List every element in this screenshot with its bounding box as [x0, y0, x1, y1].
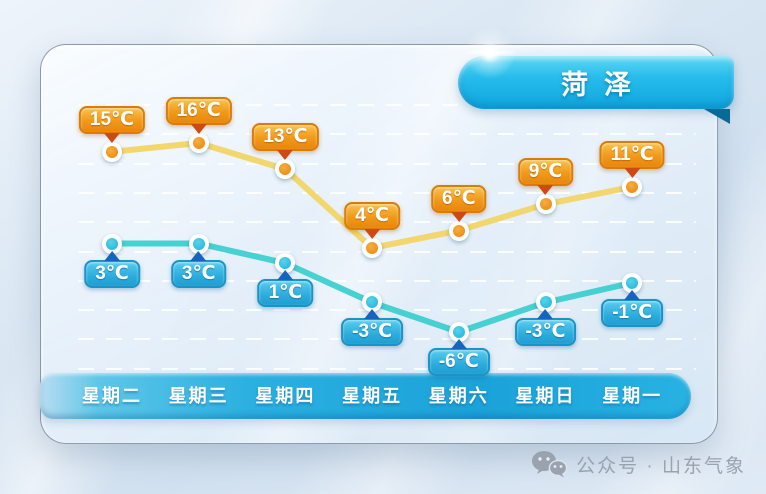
gridline	[78, 250, 696, 253]
weekday-label: 星期六	[428, 386, 489, 406]
high-temp-badge: 13℃	[252, 123, 319, 152]
high-temp-badge: 16℃	[165, 97, 232, 125]
city-banner: 菏泽	[458, 56, 734, 124]
low-temp-badge: 3℃	[170, 259, 227, 288]
low-temp-badge: 3℃	[84, 259, 140, 288]
high-temp-badge: 11℃	[599, 140, 665, 169]
high-temp-badge: 6℃	[431, 184, 487, 213]
low-temp-badge: 1℃	[257, 279, 314, 308]
gridline	[78, 367, 696, 370]
high-temp-marker	[188, 133, 209, 153]
high-temp-marker	[448, 220, 469, 241]
high-temp-badge: 9℃	[517, 158, 574, 187]
high-temp-marker	[362, 238, 383, 258]
low-temp-badge: -6℃	[427, 347, 490, 376]
banner-fold	[704, 109, 730, 124]
gridline	[78, 191, 696, 194]
weekday-label: 星期日	[515, 386, 576, 406]
weekday-label: 星期五	[342, 386, 403, 406]
wechat-icon	[531, 450, 568, 478]
low-temp-badge: -3℃	[341, 318, 404, 347]
high-temp-marker	[535, 194, 556, 215]
watermark-text: 公众号 · 山东气象	[576, 455, 746, 477]
weekday-label: 星期一	[602, 386, 663, 406]
weekday-label: 星期二	[82, 386, 142, 406]
high-temp-marker	[622, 176, 643, 197]
low-temp-badge: -1℃	[601, 298, 664, 327]
weekday-label: 星期三	[168, 386, 229, 406]
city-name: 菏泽	[561, 70, 647, 100]
low-temp-badge: -3℃	[514, 318, 577, 347]
gridline	[78, 133, 696, 136]
high-temp-marker	[275, 159, 296, 180]
high-temp-badge: 15℃	[78, 105, 146, 134]
high-temp-marker	[102, 141, 122, 162]
high-temp-badge: 4℃	[344, 202, 400, 230]
watermark: 公众号 · 山东气象	[531, 450, 746, 478]
weekday-label: 星期四	[255, 386, 316, 406]
